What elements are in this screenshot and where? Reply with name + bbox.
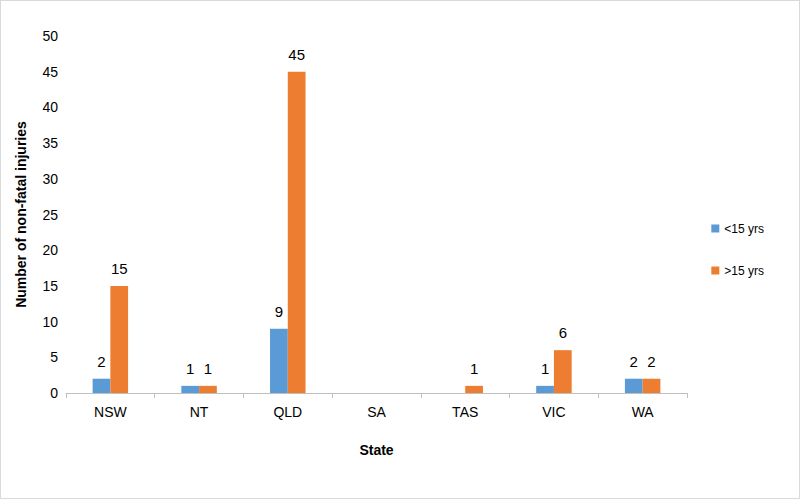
svg-text:1: 1 — [186, 360, 194, 377]
svg-text:<15 yrs: <15 yrs — [724, 222, 764, 236]
svg-text:5: 5 — [50, 349, 58, 365]
svg-text:45: 45 — [288, 46, 305, 63]
svg-text:1: 1 — [204, 360, 212, 377]
svg-text:25: 25 — [42, 207, 58, 223]
svg-text:2: 2 — [630, 353, 638, 370]
svg-text:2: 2 — [97, 353, 105, 370]
svg-text:15: 15 — [42, 278, 58, 294]
svg-text:>15 yrs: >15 yrs — [724, 264, 764, 278]
svg-text:TAS: TAS — [452, 404, 478, 420]
svg-text:1: 1 — [541, 360, 549, 377]
svg-text:State: State — [359, 442, 393, 458]
svg-text:QLD: QLD — [273, 404, 302, 420]
svg-text:9: 9 — [275, 303, 283, 320]
svg-text:NSW: NSW — [94, 404, 127, 420]
svg-text:2: 2 — [647, 353, 655, 370]
svg-text:10: 10 — [42, 314, 58, 330]
svg-text:SA: SA — [367, 404, 386, 420]
svg-text:30: 30 — [42, 171, 58, 187]
svg-text:0: 0 — [50, 385, 58, 401]
svg-text:Number of non-fatal injuries: Number of non-fatal injuries — [13, 121, 29, 308]
svg-text:40: 40 — [42, 99, 58, 115]
svg-text:35: 35 — [42, 135, 58, 151]
svg-text:50: 50 — [42, 28, 58, 44]
svg-text:WA: WA — [632, 404, 655, 420]
svg-text:1: 1 — [470, 360, 478, 377]
svg-text:15: 15 — [111, 260, 128, 277]
svg-text:20: 20 — [42, 242, 58, 258]
svg-text:NT: NT — [190, 404, 209, 420]
svg-text:VIC: VIC — [542, 404, 565, 420]
svg-text:45: 45 — [42, 64, 58, 80]
svg-text:6: 6 — [559, 324, 567, 341]
